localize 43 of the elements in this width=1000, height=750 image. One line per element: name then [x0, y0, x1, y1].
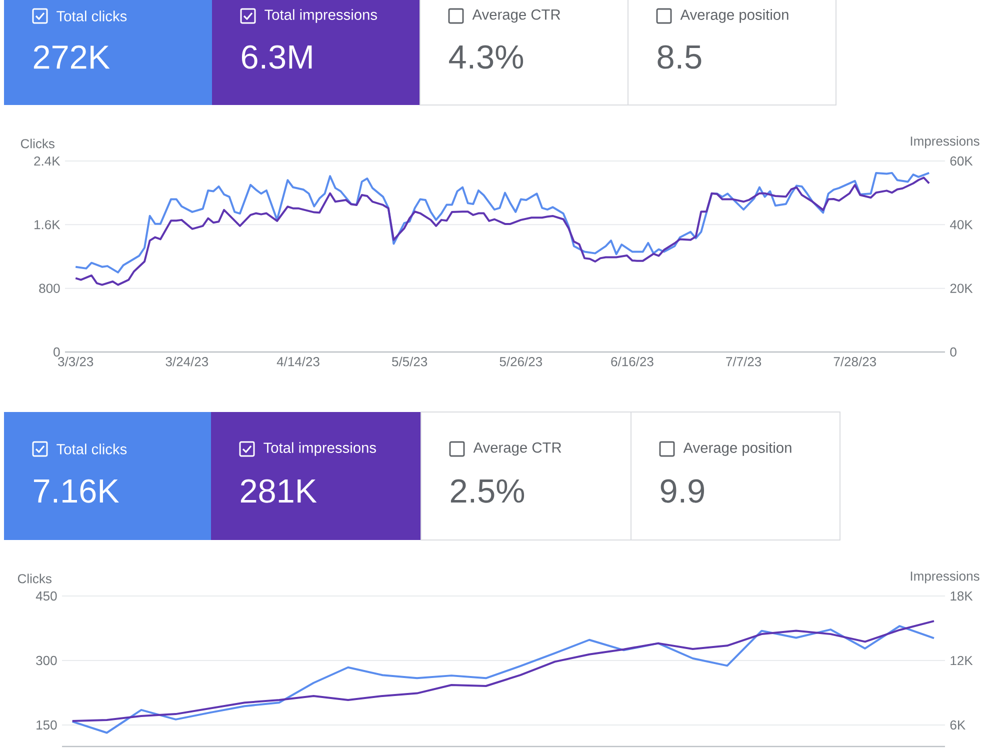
- x-tick-label: 5/5/23: [392, 356, 428, 366]
- category-label: Average position: [680, 9, 788, 23]
- x-tick-label: 7/28/23: [834, 356, 876, 366]
- x-tick-label: 4/14/23: [276, 356, 320, 366]
- category-label: Average position: [683, 442, 792, 456]
- y-tick-label: 450: [36, 591, 57, 601]
- text: 7.16K: [34, 479, 119, 503]
- category-label: Total impressions: [264, 9, 377, 23]
- category-label: Average CTR: [473, 442, 562, 456]
- text: 6.3M: [242, 45, 312, 69]
- y2-tick-label: 6K: [950, 720, 966, 730]
- x-tick-label: 3/3/23: [58, 356, 94, 366]
- text: 281K: [240, 479, 317, 503]
- text: 2.5%: [450, 479, 524, 503]
- x-tick-label: 5/26/23: [500, 356, 542, 366]
- y-axis-title: Clicks: [18, 574, 52, 584]
- y2-tick-label: 40K: [950, 220, 973, 230]
- y2-axis-title: Impressions: [910, 571, 980, 584]
- y-tick-label: 1.6K: [34, 220, 60, 230]
- y-tick-label: 150: [36, 720, 57, 730]
- y-axis-title: Clicks: [20, 138, 54, 148]
- y-tick-label: 300: [36, 656, 57, 666]
- x-tick-label: 7/7/23: [726, 356, 762, 366]
- text: 272K: [34, 45, 110, 69]
- y-tick-label: 2.4K: [34, 156, 60, 166]
- y2-tick-label: 0: [950, 347, 956, 357]
- y2-tick-label: 20K: [950, 284, 973, 293]
- line-series: [74, 176, 930, 286]
- x-tick-label: 6/16/23: [611, 356, 654, 366]
- y2-tick-label: 60K: [950, 156, 973, 166]
- y2-axis-title: Impressions: [910, 136, 980, 148]
- category-label: Total clicks: [56, 10, 127, 22]
- text: 9.9: [660, 479, 704, 503]
- x-tick-label: 3/24/23: [166, 356, 208, 366]
- text: 4.3%: [449, 45, 524, 69]
- category-label: Average CTR: [472, 9, 560, 23]
- y2-tick-label: 12K: [950, 656, 973, 666]
- y-tick-label: 0: [54, 347, 60, 357]
- y-tick-label: 800: [39, 284, 60, 293]
- category-label: Total clicks: [56, 444, 127, 454]
- category-label: Total impressions: [264, 442, 376, 456]
- text: 8.5: [658, 45, 702, 69]
- y2-tick-label: 18K: [950, 591, 973, 601]
